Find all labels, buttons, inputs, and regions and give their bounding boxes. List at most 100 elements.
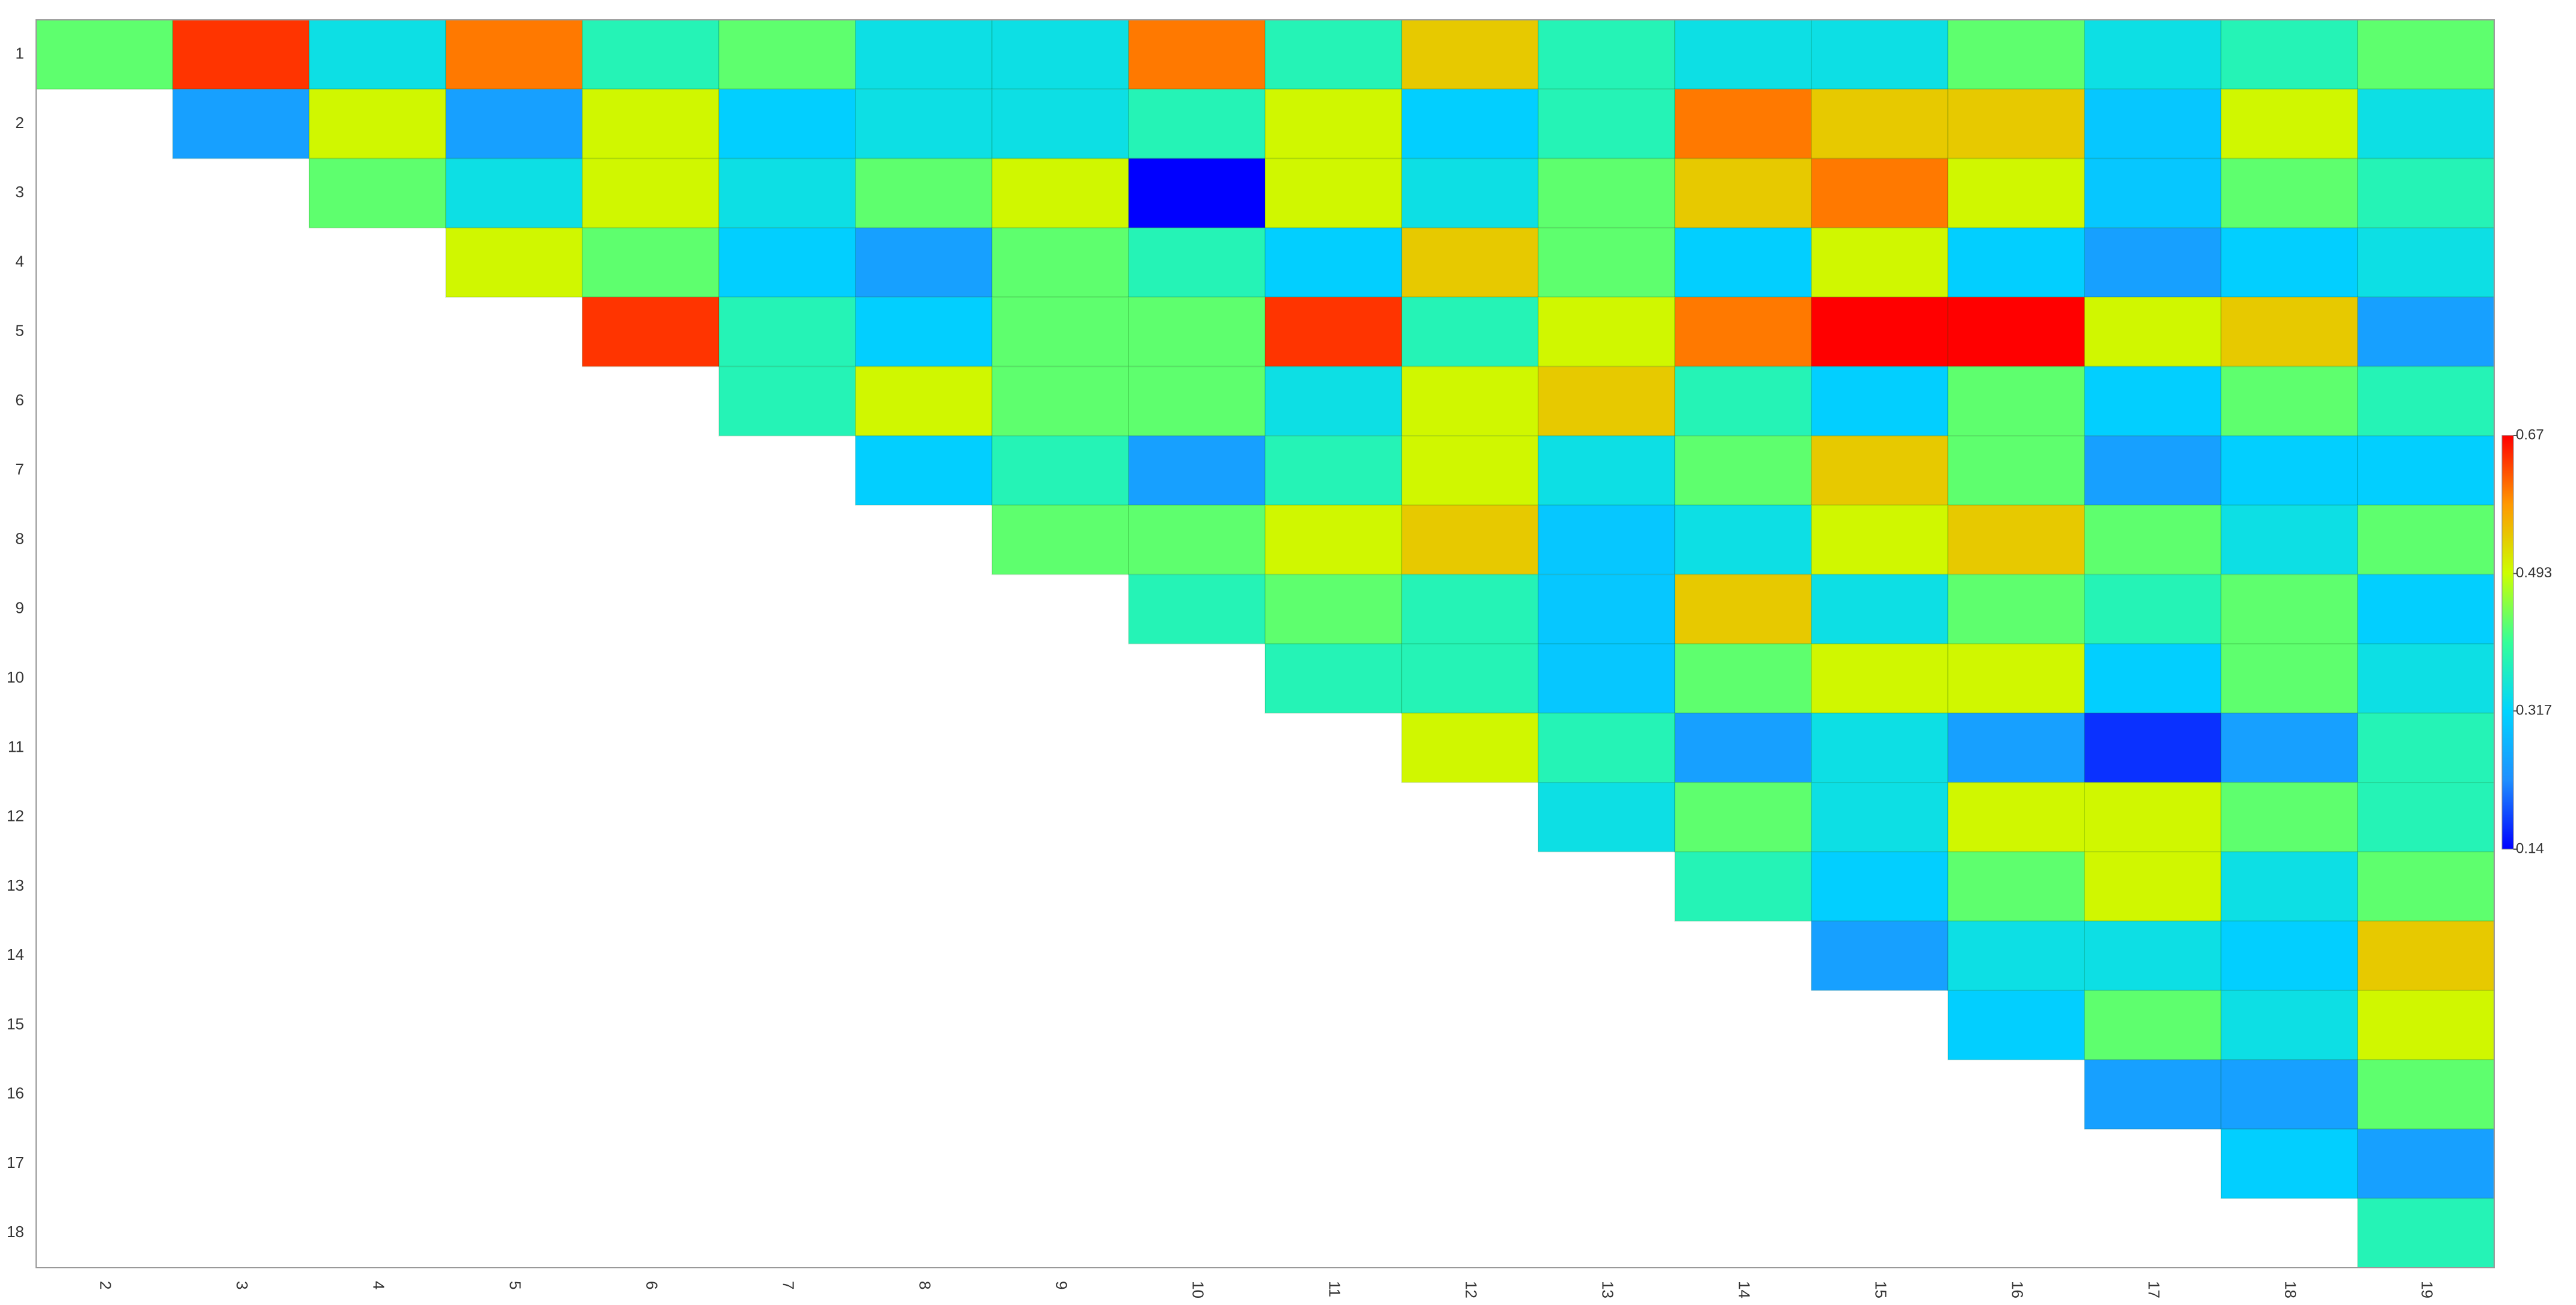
- heatmap-cell: [855, 158, 993, 229]
- heatmap-cell: [1674, 851, 1812, 922]
- heatmap-cell: [991, 88, 1129, 159]
- heatmap-cell: [2084, 643, 2222, 714]
- x-tick-label: 18: [2282, 1281, 2300, 1298]
- heatmap-cell: [1811, 158, 1949, 229]
- x-tick-label: 17: [2145, 1281, 2163, 1298]
- heatmap-cell: [1538, 158, 1675, 229]
- heatmap-cell: [1401, 504, 1539, 576]
- heatmap-cell: [1265, 574, 1402, 645]
- colorbar-tick-label: 0.493: [2516, 565, 2552, 581]
- heatmap-cell: [2220, 920, 2358, 991]
- heatmap-cell: [2357, 1059, 2495, 1130]
- heatmap-cell: [2220, 158, 2358, 229]
- heatmap-cell: [1811, 504, 1949, 576]
- heatmap-cell: [1401, 574, 1539, 645]
- heatmap-cell: [2084, 574, 2222, 645]
- heatmap-cell: [2084, 296, 2222, 367]
- y-tick-label: 13: [7, 876, 24, 894]
- colorbar-tick-label: 0.67: [2516, 426, 2544, 443]
- heatmap-cell: [1811, 19, 1949, 90]
- x-tick-label: 11: [1326, 1281, 1344, 1297]
- heatmap-cell: [309, 88, 446, 159]
- heatmap-cell: [2084, 1059, 2222, 1130]
- heatmap-cell: [718, 158, 856, 229]
- y-tick-label: 14: [7, 945, 24, 963]
- heatmap-cell: [2084, 782, 2222, 853]
- heatmap-cell: [1947, 712, 2085, 784]
- heatmap-cell: [718, 227, 856, 298]
- heatmap-cell: [1674, 296, 1812, 367]
- heatmap-cell: [1538, 296, 1675, 367]
- heatmap-cell: [1947, 158, 2085, 229]
- heatmap-cell: [1265, 19, 1402, 90]
- heatmap-cell: [1811, 227, 1949, 298]
- x-tick-label: 4: [370, 1281, 388, 1289]
- heatmap-cell: [855, 366, 993, 437]
- heatmap-cell: [1538, 435, 1675, 506]
- heatmap-cell: [1947, 851, 2085, 922]
- heatmap-cell: [582, 19, 719, 90]
- heatmap-cell: [582, 227, 719, 298]
- heatmap-cell: [1674, 435, 1812, 506]
- colorbar: [2501, 435, 2514, 850]
- heatmap-cell: [2357, 712, 2495, 784]
- heatmap-cell: [2357, 989, 2495, 1061]
- y-tick-label: 5: [16, 322, 24, 340]
- heatmap-cell: [1538, 88, 1675, 159]
- heatmap-cell: [1401, 158, 1539, 229]
- heatmap-cell: [1401, 435, 1539, 506]
- heatmap-cell: [1947, 504, 2085, 576]
- heatmap-cell: [2220, 1059, 2358, 1130]
- heatmap-cell: [1128, 435, 1266, 506]
- y-tick-label: 7: [16, 460, 24, 478]
- heatmap-cell: [1947, 782, 2085, 853]
- heatmap-cell: [2220, 504, 2358, 576]
- heatmap-cell: [2357, 504, 2495, 576]
- heatmap-cell: [2084, 851, 2222, 922]
- heatmap-cell: [1128, 504, 1266, 576]
- heatmap-cell: [1674, 88, 1812, 159]
- heatmap-cell: [2357, 920, 2495, 991]
- heatmap-cell: [991, 227, 1129, 298]
- heatmap-cell: [1811, 574, 1949, 645]
- heatmap-cell: [1674, 782, 1812, 853]
- heatmap-cell: [1674, 504, 1812, 576]
- heatmap-cell: [2220, 782, 2358, 853]
- colorbar-tick-label: 0.317: [2516, 702, 2552, 719]
- heatmap-cell: [2357, 1197, 2495, 1268]
- heatmap-cell: [1538, 712, 1675, 784]
- heatmap-cell: [2220, 366, 2358, 437]
- heatmap-cell: [2220, 88, 2358, 159]
- heatmap-cell: [991, 158, 1129, 229]
- heatmap-cell: [991, 19, 1129, 90]
- heatmap-cell: [718, 366, 856, 437]
- heatmap-cell: [2220, 435, 2358, 506]
- heatmap-cell: [2084, 435, 2222, 506]
- heatmap-cell: [1265, 296, 1402, 367]
- x-tick-label: 8: [916, 1281, 934, 1289]
- x-tick-label: 16: [2009, 1281, 2027, 1298]
- x-tick-label: 19: [2418, 1281, 2436, 1298]
- x-tick-label: 10: [1189, 1281, 1207, 1298]
- heatmap-cell: [1128, 574, 1266, 645]
- heatmap-cell: [718, 296, 856, 367]
- heatmap-cell: [2084, 366, 2222, 437]
- heatmap-cell: [1811, 782, 1949, 853]
- heatmap-cell: [1401, 643, 1539, 714]
- y-tick-label: 16: [7, 1084, 24, 1102]
- heatmap-cell: [2220, 19, 2358, 90]
- heatmap-cell: [1401, 227, 1539, 298]
- heatmap-cell: [2084, 920, 2222, 991]
- heatmap-cell: [1538, 782, 1675, 853]
- heatmap-cell: [1811, 920, 1949, 991]
- heatmap-cell: [1674, 366, 1812, 437]
- x-tick-label: 6: [643, 1281, 661, 1289]
- heatmap-cell: [2357, 366, 2495, 437]
- y-tick-label: 12: [7, 807, 24, 825]
- heatmap-cell: [718, 88, 856, 159]
- heatmap-cell: [2220, 574, 2358, 645]
- heatmap-cell: [2084, 88, 2222, 159]
- heatmap-cell: [1538, 574, 1675, 645]
- y-tick-label: 11: [8, 737, 24, 755]
